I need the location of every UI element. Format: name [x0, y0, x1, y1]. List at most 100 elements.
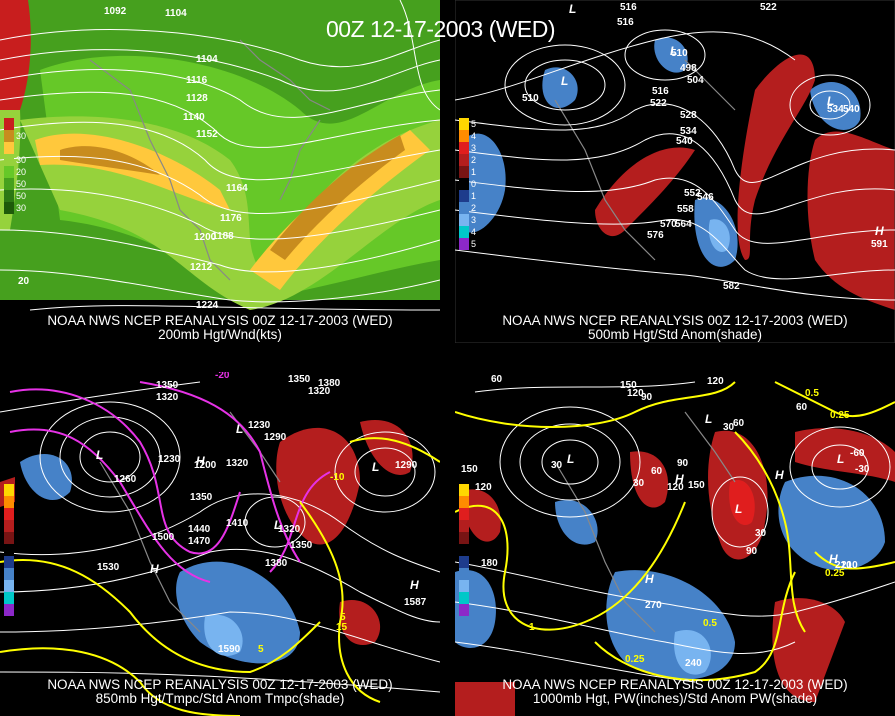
contour-label: 60	[651, 466, 663, 477]
contour-label: 1350	[290, 540, 313, 551]
contour-label: 1188	[212, 231, 234, 242]
contour-label: 1116	[186, 75, 208, 86]
map-500mb	[455, 0, 895, 343]
contour-label: 1500	[152, 532, 175, 543]
scale-tick: 5	[471, 239, 477, 249]
scale-cell: 20	[4, 166, 26, 178]
scale-tick: 3	[471, 143, 477, 153]
scale-cell: 5	[459, 238, 476, 250]
contour-label: 516	[617, 17, 634, 28]
scale-cell	[459, 544, 469, 556]
contour-label: 510	[522, 93, 539, 104]
contour-label: 1320	[308, 386, 331, 397]
scale-cell: 5	[459, 118, 476, 130]
panel-850mb: 1350 1320 1350 1320 1290 1230 1200 1260 …	[0, 372, 440, 716]
contour-label: 1224	[196, 300, 219, 311]
scale-cell: 2	[459, 154, 476, 166]
low-pressure-symbol: L	[827, 94, 835, 108]
contour-label: 1587	[404, 597, 427, 608]
contour-label: 1350	[288, 374, 311, 385]
contour-label: 210	[841, 560, 858, 571]
map-850mb	[0, 372, 440, 716]
contour-label: 564	[675, 219, 692, 230]
scale-cell	[4, 580, 14, 592]
pw-label: 1	[529, 622, 535, 633]
scale-tick: 30	[16, 203, 27, 213]
contour-label: 522	[650, 98, 667, 109]
contour-label: 576	[647, 230, 664, 241]
temperature-label: 5	[340, 612, 346, 623]
scale-tick: 30	[16, 131, 27, 141]
scale-cell: 4	[459, 130, 476, 142]
panel-1000mb: 60 150 120 90 120 60 30 60 30 90 120 150…	[455, 372, 895, 716]
contour-label: 30	[755, 528, 767, 539]
contour-label: 1212	[190, 262, 213, 273]
temperature-label: -20	[215, 372, 230, 381]
contour-label: 540	[843, 104, 860, 115]
scale-tick: 1	[471, 191, 477, 201]
contour-label: 150	[688, 480, 705, 491]
contour-label: 1230	[158, 454, 181, 465]
low-pressure-symbol: L	[274, 518, 282, 532]
contour-label: 120	[627, 388, 644, 399]
pw-label: 0.25	[625, 654, 645, 665]
contour-label: 552	[684, 188, 701, 199]
scale-cell	[4, 484, 14, 496]
contour-label: 1350	[190, 492, 213, 503]
scale-cell: 1	[459, 190, 476, 202]
temperature-label: 5	[258, 644, 264, 655]
contour-label: 30	[633, 478, 645, 489]
scale-cell	[459, 604, 469, 616]
contour-label: 1200	[194, 460, 217, 471]
contour-label: 90	[641, 392, 653, 403]
scale-cell: 50	[4, 178, 26, 190]
contour-label: 591	[871, 239, 888, 250]
high-pressure-symbol: H	[829, 552, 838, 566]
contour-label: 90	[677, 458, 689, 469]
scale-tick: 1	[471, 167, 477, 177]
caption-line2: 1000mb Hgt, PW(inches)/Std Anom PW(shade…	[532, 691, 818, 706]
contour-label: 558	[677, 204, 694, 215]
low-pressure-symbol: L	[96, 448, 104, 462]
contour-label: 1152	[196, 129, 218, 140]
contour-label: 1530	[97, 562, 120, 573]
pw-label: 0.5	[805, 388, 819, 399]
high-pressure-symbol: H	[775, 468, 784, 482]
scale-cell: 30	[4, 130, 26, 142]
scale-cell	[4, 496, 14, 508]
panel-500mb: 5 4 3 2 1 0 1 2 3 4 5 516 516 522 510 49…	[455, 0, 895, 343]
scale-tick: 0	[471, 179, 477, 189]
contour-label: 240	[685, 658, 702, 669]
scale-cell	[459, 532, 469, 544]
high-pressure-symbol: H	[150, 562, 159, 576]
contour-label: 90	[746, 546, 758, 557]
pw-label: 0.5	[703, 618, 717, 629]
contour-label: 516	[652, 86, 669, 97]
contour-label: 1590	[218, 644, 241, 655]
scale-tick: 2	[471, 203, 477, 213]
contour-label: 534	[827, 104, 844, 115]
high-pressure-symbol: H	[675, 472, 684, 486]
scale-tick: 4	[471, 131, 477, 141]
contour-label: 120	[475, 482, 492, 493]
low-pressure-symbol: L	[236, 422, 244, 436]
scale-tick: 4	[471, 227, 477, 237]
contour-label: 60	[491, 374, 503, 385]
high-pressure-symbol: H	[410, 578, 419, 592]
scale-cell	[459, 484, 469, 496]
scale-cell	[4, 118, 14, 130]
scale-tick: 5	[471, 119, 477, 129]
contour-label: 210	[835, 560, 852, 571]
caption-line1: NOAA NWS NCEP REANALYSIS 00Z 12-17-2003 …	[47, 313, 393, 328]
scale-cell	[4, 604, 14, 616]
pw-label: 0.25	[825, 568, 845, 579]
low-pressure-symbol: L	[372, 460, 380, 474]
scale-cell: 30	[4, 202, 26, 214]
scale-cell	[459, 496, 469, 508]
contour-label: 30	[551, 460, 563, 471]
contour-label: 150	[620, 380, 637, 391]
contour-label: -60	[850, 448, 865, 459]
scale-cell: 2	[459, 202, 476, 214]
scale-tick: 2	[471, 155, 477, 165]
contour-label: 60	[733, 418, 745, 429]
